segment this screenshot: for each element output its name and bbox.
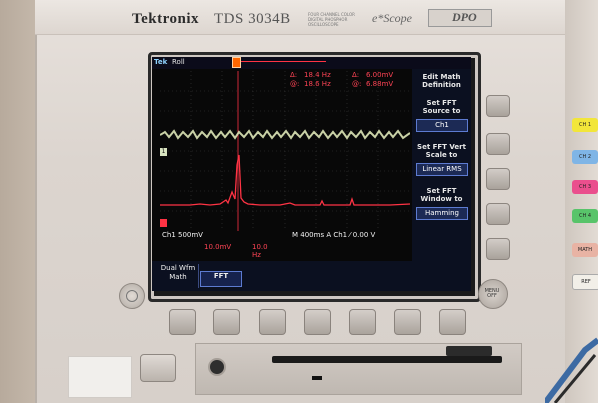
- delta-label: Δ:: [290, 71, 298, 79]
- probe-cable: [545, 337, 598, 403]
- menu-window-title: Set FFT Window to: [420, 187, 463, 203]
- small-port: [312, 376, 322, 380]
- menu-dual-wfm-math[interactable]: Dual Wfm Math: [158, 264, 199, 288]
- delta-voltage: 6.00mV: [366, 71, 394, 79]
- bottom-bezel-button-2[interactable]: [213, 309, 240, 335]
- ch1-button[interactable]: CH 1: [572, 118, 598, 132]
- at-label-2: @:: [352, 80, 362, 88]
- front-connector: [208, 358, 226, 376]
- at-frequency: 18.6 Hz: [304, 80, 331, 88]
- math-scale-readout: 10.0mV: [204, 243, 232, 251]
- ref-button[interactable]: REF: [572, 274, 598, 290]
- window-value[interactable]: Hamming: [416, 207, 468, 220]
- trigger-position-marker: [232, 57, 241, 68]
- ch3-button[interactable]: CH 3: [572, 180, 598, 194]
- dpo-badge: [428, 9, 492, 27]
- ch4-button[interactable]: CH 4: [572, 209, 598, 223]
- delta-frequency: 18.4 Hz: [304, 71, 331, 79]
- side-bezel-button-3[interactable]: [486, 168, 510, 190]
- floppy-eject-button[interactable]: [446, 346, 492, 356]
- fft-source-value[interactable]: Ch1: [416, 119, 468, 132]
- delta-label-2: Δ:: [352, 71, 360, 79]
- bottom-bezel-button-5[interactable]: [349, 309, 376, 335]
- ch1-scale-readout: Ch1 500mV: [162, 231, 203, 239]
- side-bezel-button-5[interactable]: [486, 238, 510, 260]
- waveform-graticule: 1: [160, 71, 410, 241]
- at-label: @:: [290, 80, 300, 88]
- dpo-badge-text: DPO: [452, 10, 477, 24]
- math-reference-marker: [160, 219, 167, 227]
- left-knob-center: [126, 290, 138, 302]
- math-button[interactable]: MATH: [572, 243, 598, 257]
- math-frequency-readout: 10.0 Hz: [252, 243, 268, 259]
- vert-scale-value[interactable]: Linear RMS: [416, 163, 468, 176]
- menu-off-button[interactable]: [478, 279, 508, 309]
- fft-math-trace: [160, 154, 410, 206]
- oscilloscope-screen: Tek Roll Δ: 18.4 Hz Δ: 6.00mV @: 18.6 Hz…: [152, 57, 471, 291]
- brand-logo: Tektronix: [132, 11, 200, 27]
- menu-fft[interactable]: FFT: [200, 271, 242, 287]
- menu-edit-math[interactable]: Edit Math Definition: [422, 73, 461, 89]
- ch1-trace: [160, 129, 410, 140]
- bottom-bezel-button-6[interactable]: [394, 309, 421, 335]
- bottom-menu: Dual Wfm Math FFT: [152, 261, 471, 291]
- menu-off-label: MENU OFF: [484, 288, 500, 299]
- model-number: TDS 3034B: [214, 11, 291, 27]
- model-subtitle: FOUR CHANNEL COLOR DIGITAL PHOSPHOR OSCI…: [308, 12, 355, 27]
- bottom-bezel-button-7[interactable]: [439, 309, 466, 335]
- menu-fft-source-title: Set FFT Source to: [422, 99, 461, 115]
- run-mode-label: Roll: [172, 58, 185, 66]
- settings-readout: Ch1 500mV M 400ms A Ch1 ⁄ 0.00 V 10.0mV …: [152, 231, 410, 259]
- menu-vert-scale-title: Set FFT Vert Scale to: [417, 143, 466, 159]
- tek-status-label: Tek: [154, 58, 168, 66]
- floppy-slot[interactable]: [272, 356, 502, 363]
- side-bezel-button-1[interactable]: [486, 95, 510, 117]
- front-panel-tab: [68, 356, 132, 398]
- channel-panel: [565, 0, 598, 403]
- ch1-ground-marker: 1: [160, 148, 167, 156]
- ch2-button[interactable]: CH 2: [572, 150, 598, 164]
- side-bezel-button-2[interactable]: [486, 133, 510, 155]
- side-bezel-button-4[interactable]: [486, 203, 510, 225]
- side-menu: Edit Math Definition Set FFT Source to C…: [412, 69, 471, 291]
- status-bar: Tek Roll: [152, 57, 471, 69]
- power-button[interactable]: [140, 354, 176, 382]
- bottom-bezel-button-4[interactable]: [304, 309, 331, 335]
- escope-logo: e*Scope: [372, 11, 412, 25]
- cursor-line: [236, 61, 326, 62]
- at-voltage: 6.88mV: [366, 80, 394, 88]
- timebase-readout: M 400ms A Ch1 ⁄ 0.00 V: [292, 231, 376, 239]
- waveform-display: [160, 71, 410, 231]
- bottom-bezel-button-3[interactable]: [259, 309, 286, 335]
- bottom-bezel-button-1[interactable]: [169, 309, 196, 335]
